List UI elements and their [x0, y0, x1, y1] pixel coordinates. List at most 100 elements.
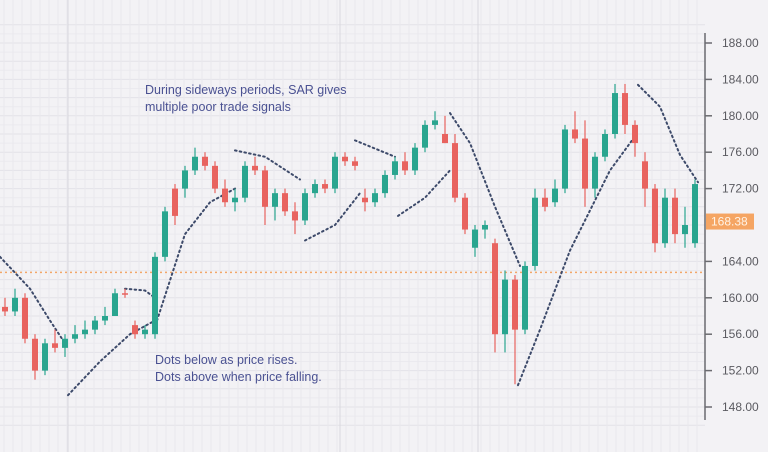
candle-down — [442, 115, 448, 144]
candle-down — [342, 152, 348, 166]
candle-body — [532, 197, 538, 266]
candle-up — [62, 334, 68, 357]
candle-up — [522, 261, 528, 335]
sar-dots — [517, 139, 633, 387]
y-axis-tick-label: 152.00 — [722, 364, 759, 378]
candle-body — [342, 156, 348, 162]
candle-body — [462, 197, 468, 230]
candle-up — [372, 188, 378, 207]
candle-down — [22, 293, 28, 344]
candle-up — [682, 206, 688, 248]
candle-body — [522, 265, 528, 330]
candle-body — [382, 174, 388, 194]
y-axis-tick-label: 148.00 — [722, 400, 759, 414]
sar-dots — [156, 187, 236, 322]
annotation-sideways-line1: During sideways periods, SAR gives — [145, 83, 347, 97]
candle-up — [182, 165, 188, 198]
candle-up — [12, 288, 18, 316]
candle-body — [12, 297, 18, 312]
candle-body — [42, 343, 48, 371]
candle-down — [572, 111, 578, 144]
candle-body — [482, 225, 488, 230]
candle-up — [432, 111, 438, 130]
candle-up — [162, 206, 168, 262]
candle-up — [532, 188, 538, 271]
candle-down — [202, 152, 208, 171]
candle-body — [652, 188, 658, 244]
candle-up — [152, 252, 158, 339]
current-price-badge — [706, 213, 754, 230]
candle-body — [422, 124, 428, 148]
candle-down — [622, 83, 628, 134]
candle-down — [262, 165, 268, 225]
candle-body — [22, 297, 28, 339]
candle-down — [32, 334, 38, 380]
candle-body — [682, 225, 688, 235]
candle-up — [312, 179, 318, 198]
candle-up — [382, 170, 388, 198]
y-axis-tick-label: 176.00 — [722, 145, 759, 159]
candle-down — [452, 134, 458, 203]
candle-body — [562, 129, 568, 189]
candle-body — [32, 338, 38, 371]
candle-body — [242, 165, 248, 198]
candle-body — [442, 134, 448, 144]
candle-up — [502, 270, 508, 353]
annotation-dots-line1: Dots below as price rises. — [155, 353, 298, 367]
annotation-dots: Dots below as price rises. Dots above wh… — [155, 352, 322, 386]
candle-up — [602, 129, 608, 162]
candle-down — [132, 320, 138, 339]
annotation-dots-line2: Dots above when price falling. — [155, 370, 322, 384]
candle-down — [582, 120, 588, 207]
sar-dots — [234, 149, 301, 181]
candle-down — [542, 188, 548, 212]
candle-body — [542, 197, 548, 207]
candle-body — [692, 184, 698, 244]
y-axis-tick-label: 180.00 — [722, 109, 759, 123]
candle-body — [502, 279, 508, 335]
candle-body — [282, 193, 288, 212]
candle-body — [582, 138, 588, 189]
candle-body — [232, 197, 238, 203]
candle-down — [52, 329, 58, 353]
candle-body — [172, 188, 178, 216]
annotation-sideways-line2: multiple poor trade signals — [145, 100, 291, 114]
candle-body — [642, 161, 648, 189]
candle-down — [122, 288, 128, 298]
candle-up — [82, 320, 88, 339]
sar-dots — [449, 112, 521, 267]
candle-body — [222, 188, 228, 203]
annotation-sideways: During sideways periods, SAR gives multi… — [145, 82, 346, 116]
candle-down — [642, 152, 648, 207]
candle-body — [632, 124, 638, 144]
candle-up — [592, 152, 598, 198]
candle-up — [72, 325, 78, 344]
candle-body — [432, 120, 438, 125]
candle-down — [292, 202, 298, 235]
candle-down — [632, 120, 638, 157]
candle-body — [102, 316, 108, 321]
candle-body — [272, 193, 278, 207]
candle-down — [362, 188, 368, 212]
candle-down — [212, 161, 218, 194]
candle-body — [112, 293, 118, 316]
candle-body — [372, 193, 378, 203]
candle-body — [622, 93, 628, 125]
y-axis-tick-label: 160.00 — [722, 291, 759, 305]
candle-body — [252, 165, 258, 171]
candle-up — [332, 152, 338, 194]
candle-up — [472, 225, 478, 257]
candle-up — [272, 188, 278, 221]
y-axis-tick-label: 172.00 — [722, 182, 759, 196]
candle-body — [472, 229, 478, 248]
candle-body — [332, 156, 338, 189]
candle-body — [212, 165, 218, 189]
candle-body — [162, 211, 168, 257]
candle-up — [662, 188, 668, 248]
candle-body — [132, 325, 138, 335]
candle-body — [262, 170, 268, 207]
sar-dots — [124, 287, 156, 299]
candle-up — [562, 124, 568, 194]
candle-down — [462, 193, 468, 235]
